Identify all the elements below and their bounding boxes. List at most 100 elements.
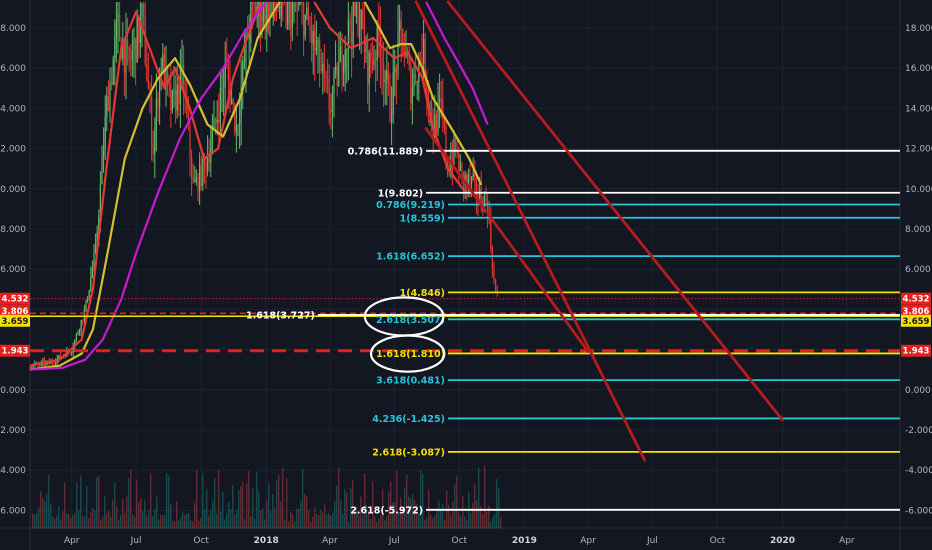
volume-bar [420, 470, 422, 529]
candle-body [231, 99, 233, 104]
y-tick-label-right: -2.000 [905, 426, 932, 436]
candle-body [178, 84, 180, 104]
candle-body [141, 4, 143, 18]
candle-body [45, 362, 47, 366]
volume-bar [450, 514, 452, 529]
volume-bar [244, 518, 246, 529]
candle-body [424, 39, 426, 82]
volume-bar [258, 490, 260, 529]
candle-body [69, 352, 71, 353]
volume-bar [324, 504, 326, 529]
volume-bar [104, 496, 106, 529]
volume-bar [216, 513, 218, 529]
candle-body [267, 1, 269, 30]
x-tick-label: Oct [452, 536, 468, 546]
y-tick-label-left: 0.000 [0, 386, 26, 396]
volume-bar [60, 519, 62, 529]
candle-body [271, 1, 273, 3]
volume-bar [384, 520, 386, 529]
volume-bar [98, 475, 100, 529]
volume-bar [296, 509, 298, 529]
volume-bar [398, 512, 400, 529]
volume-bar [76, 482, 78, 529]
volume-bar [262, 508, 264, 529]
volume-bar [492, 516, 494, 529]
candle-body [99, 184, 101, 217]
candle-body [301, 1, 303, 7]
volume-bar [386, 515, 388, 529]
volume-bar [422, 473, 424, 529]
volume-bar [432, 517, 434, 529]
candle-body [221, 87, 223, 89]
candle-body [395, 68, 397, 74]
volume-bar [484, 465, 486, 529]
fib-level-label: 0.786(11.889) [348, 146, 423, 157]
volume-bar [218, 470, 220, 529]
candle-body [147, 79, 149, 89]
volume-bar [40, 491, 42, 529]
candle-body [192, 177, 194, 183]
candle-body [351, 31, 353, 43]
volume-bar [150, 473, 152, 529]
candle-body [112, 58, 114, 85]
candle-body [213, 118, 215, 131]
volume-bar [238, 490, 240, 529]
volume-bar [294, 521, 296, 529]
volume-bar [96, 477, 98, 529]
time-axis[interactable]: Apr Jul Oct 2018 Apr Jul Oct 2019 Apr Jul Oct 2020 A… [64, 536, 855, 546]
candle-body [378, 23, 380, 38]
volume-bar [476, 500, 478, 529]
volume-bar [132, 514, 134, 529]
candle-body [411, 88, 413, 104]
x-tick-label: Apr [322, 536, 338, 546]
candle-body [91, 268, 93, 278]
candle-body [400, 19, 402, 30]
y-tick-label-right: 10.000 [905, 185, 932, 195]
price-tag-right [901, 304, 931, 317]
volume-bar [298, 508, 300, 529]
candle-body [480, 188, 482, 206]
candle-body [263, 1, 265, 22]
volume-bar [366, 505, 368, 529]
candle-body [431, 102, 433, 124]
candle-body [215, 118, 217, 123]
y-tick-label-right: 18.000 [905, 24, 932, 34]
candle-body [392, 71, 394, 115]
x-tick-label: Oct [193, 536, 209, 546]
candle-body [259, 1, 261, 33]
trendlines [414, 0, 784, 462]
candle-body [275, 2, 277, 6]
candle-body [186, 95, 188, 114]
volume-bar [352, 480, 354, 529]
candle-body [352, 1, 354, 49]
candle-body [151, 97, 153, 146]
candle-body [387, 71, 389, 85]
candle-body [232, 99, 234, 105]
volume-bar [498, 488, 500, 529]
candle-body [359, 27, 361, 29]
candle-body [79, 329, 81, 333]
volume-bar [108, 510, 110, 529]
candle-body [483, 195, 485, 212]
candle-body [82, 319, 84, 321]
volume-bar [264, 519, 266, 529]
candle-body [442, 99, 444, 121]
volume-bar [198, 520, 200, 529]
volume-bar [152, 516, 154, 529]
candle-body [85, 300, 87, 310]
volume-bar [368, 511, 370, 529]
price-tag-left [0, 292, 30, 305]
volume-bar [44, 501, 46, 529]
volume-bar [346, 492, 348, 529]
candle-body [285, 1, 287, 29]
volume-bar [32, 513, 34, 529]
candle-body [362, 9, 364, 30]
volume-bar [430, 514, 432, 529]
volume-bar [138, 502, 140, 529]
candle-body [138, 16, 140, 44]
candle-body [74, 340, 76, 348]
candle-body [296, 2, 298, 4]
volume-bar [192, 521, 194, 529]
